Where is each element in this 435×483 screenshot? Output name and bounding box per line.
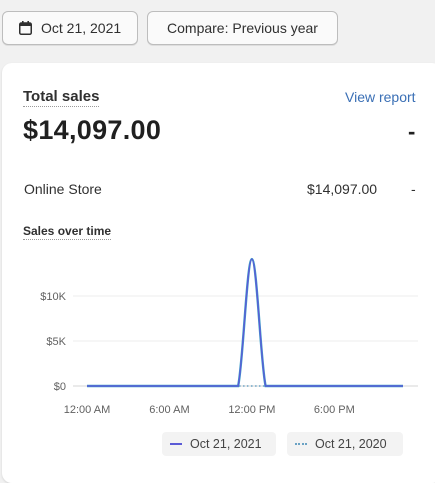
total-sales-change: -: [408, 119, 416, 144]
y-tick-label: $5K: [46, 336, 66, 348]
total-sales-value: $14,097.00: [23, 115, 162, 145]
breakdown-value: $14,097.00: [307, 181, 378, 197]
sales-over-time-chart: $0 $5K $10K 12:00 AM 6:00 AM 12:00 PM 6:00 PM: [40, 257, 418, 416]
y-tick-label: $10K: [40, 291, 66, 303]
y-tick-label: $0: [54, 381, 66, 393]
legend-previous-label: Oct 21, 2020: [315, 437, 387, 451]
date-range-button[interactable]: Oct 21, 2021: [2, 11, 138, 45]
legend-previous[interactable]: Oct 21, 2020: [287, 432, 403, 456]
compare-period-button[interactable]: Compare: Previous year: [147, 11, 338, 45]
x-tick-label: 12:00 AM: [64, 404, 110, 416]
dotted-line-swatch-icon: [295, 443, 307, 445]
view-report-link[interactable]: View report: [345, 89, 416, 105]
x-tick-label: 12:00 PM: [228, 404, 275, 416]
card-title[interactable]: Total sales: [23, 88, 100, 107]
date-range-label: Oct 21, 2021: [41, 20, 122, 36]
legend-current-label: Oct 21, 2021: [190, 437, 262, 451]
breakdown-change: -: [411, 181, 416, 197]
date-toolbar: Oct 21, 2021 Compare: Previous year: [0, 0, 435, 60]
solid-line-swatch-icon: [170, 443, 182, 445]
legend-current[interactable]: Oct 21, 2021: [162, 432, 276, 456]
total-sales-card: Total sales View report $14,097.00 - Onl…: [2, 63, 435, 483]
x-tick-label: 6:00 PM: [314, 404, 355, 416]
x-tick-label: 6:00 AM: [149, 404, 189, 416]
chart-title[interactable]: Sales over time: [23, 224, 112, 240]
calendar-icon: [19, 21, 32, 35]
series-line-current: [87, 258, 403, 387]
breakdown-label: Online Store: [24, 181, 102, 197]
compare-period-label: Compare: Previous year: [167, 20, 318, 36]
